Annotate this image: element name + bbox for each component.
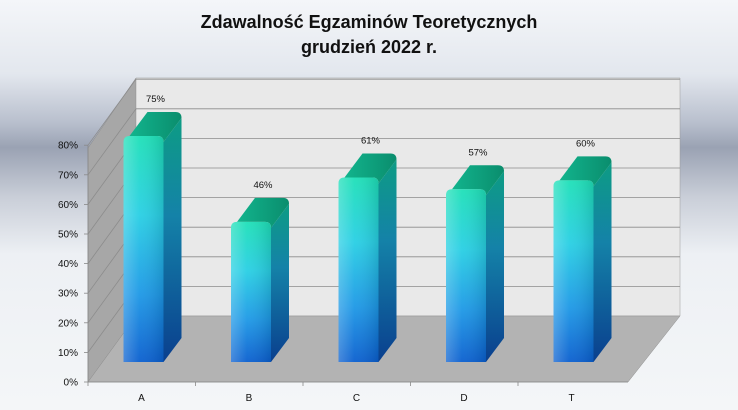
y-tick-label: 70% [58, 170, 78, 181]
chart-title: Zdawalność Egzaminów Teoretycznych [200, 12, 538, 32]
x-tick-label: T [568, 393, 574, 404]
y-tick-label: 60% [58, 200, 78, 211]
bar-C [338, 153, 397, 362]
y-tick-label: 40% [58, 259, 78, 270]
data-label: 60% [576, 138, 596, 149]
bar-top [237, 197, 289, 228]
bar-top [559, 156, 612, 187]
bar-side [163, 118, 182, 362]
gridline-side [87, 108, 137, 176]
chart-subtitle: grudzień 2022 r. [300, 37, 438, 57]
x-tick-label: D [460, 393, 467, 404]
bar-front-shade [338, 177, 379, 362]
bar-A [123, 112, 182, 362]
x-tick-label: B [246, 393, 253, 404]
bars: 75% 46% 61% 57% 60% [123, 94, 612, 362]
bar-side [271, 203, 289, 362]
data-label: 75% [146, 94, 166, 105]
bar-top [452, 165, 504, 196]
bar-front-shade [123, 136, 164, 362]
y-tick-label: 0% [64, 378, 79, 389]
x-tick-label: A [138, 393, 145, 404]
bar-side [593, 162, 612, 362]
data-label: 46% [253, 180, 273, 191]
data-label: 57% [468, 147, 488, 158]
x-tick-label: C [353, 393, 360, 404]
y-tick-label: 20% [58, 318, 78, 329]
bar-B [231, 197, 289, 362]
bar-side [378, 159, 397, 362]
bar-D [446, 165, 504, 362]
bar-side [486, 171, 504, 362]
y-tick-label: 50% [58, 230, 78, 241]
bar-top [344, 153, 397, 184]
bar-top [129, 112, 182, 142]
chart-title-block: Zdawalność Egzaminów Teoretycznych grudz… [0, 10, 738, 60]
y-tick-label: 10% [58, 348, 78, 359]
bar-front-shade [231, 221, 271, 362]
y-tick-label: 80% [58, 141, 78, 152]
bar-T [553, 156, 612, 362]
y-axis: 0% 10% 20% 30% 40% 50% 60% 70% 80% [58, 141, 89, 389]
bar-front-shade [553, 180, 594, 362]
y-tick-label: 30% [58, 289, 78, 300]
data-label: 61% [361, 135, 381, 146]
gridline-side [87, 78, 137, 146]
bar-front-shade [446, 189, 486, 362]
